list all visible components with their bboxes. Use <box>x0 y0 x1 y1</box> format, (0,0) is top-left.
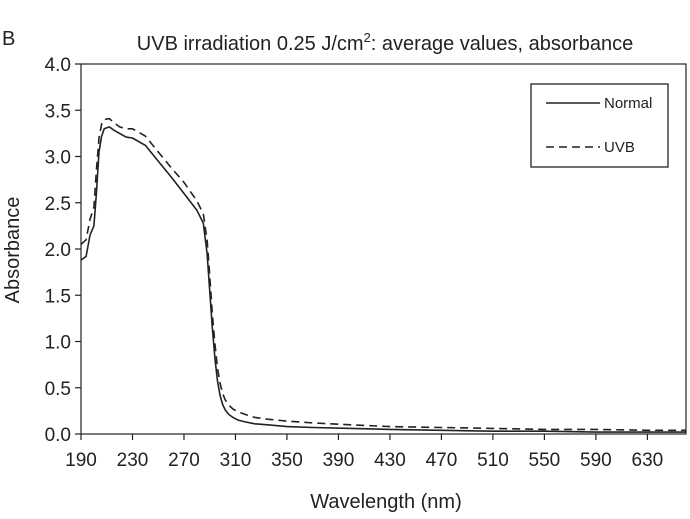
y-tick-label: 3.0 <box>45 148 71 169</box>
x-axis-ticks: 190 230 270 310 350 390 430 470 510 550 590 630 <box>65 434 663 471</box>
x-tick-label: 630 <box>632 450 664 471</box>
x-tick-label: 590 <box>580 450 612 471</box>
series-line-normal <box>80 126 686 433</box>
chart-title-superscript: 2 <box>364 30 371 45</box>
x-tick-label: 510 <box>477 450 509 471</box>
y-tick-label: 2.5 <box>45 194 71 215</box>
legend-label-uvb: UVB <box>604 139 635 156</box>
y-axis-ticks: 0.0 0.5 1.0 1.5 2.0 2.5 3.0 3.5 4.0 <box>45 55 81 446</box>
y-tick-label: 2.0 <box>45 240 71 261</box>
legend: Normal UVB <box>530 83 669 168</box>
panel-label: B <box>2 28 15 50</box>
x-tick-label: 190 <box>65 450 97 471</box>
chart-title-suffix: : average values, absorbance <box>371 33 633 55</box>
y-tick-label: 0.5 <box>45 379 71 400</box>
y-tick-label: 0.0 <box>45 425 71 446</box>
x-tick-label: 270 <box>168 450 200 471</box>
chart-title: UVB irradiation 0.25 J/cm2: average valu… <box>137 30 633 55</box>
x-tick-label: 390 <box>323 450 355 471</box>
legend-box <box>530 83 669 168</box>
x-axis-label: Wavelength (nm) <box>310 491 462 513</box>
y-tick-label: 1.5 <box>45 286 71 307</box>
x-tick-label: 550 <box>529 450 561 471</box>
x-tick-label: 430 <box>374 450 406 471</box>
y-axis-label: Absorbance <box>2 197 24 304</box>
chart-title-main: UVB irradiation 0.25 J/cm <box>137 33 364 55</box>
x-tick-label: 230 <box>117 450 149 471</box>
x-tick-label: 350 <box>271 450 303 471</box>
x-tick-label: 310 <box>220 450 252 471</box>
x-tick-label: 470 <box>426 450 458 471</box>
series-layer <box>80 117 686 433</box>
y-tick-label: 3.5 <box>45 101 71 122</box>
y-tick-label: 4.0 <box>45 55 71 76</box>
legend-label-normal: Normal <box>604 95 652 112</box>
y-tick-label: 1.0 <box>45 333 71 354</box>
